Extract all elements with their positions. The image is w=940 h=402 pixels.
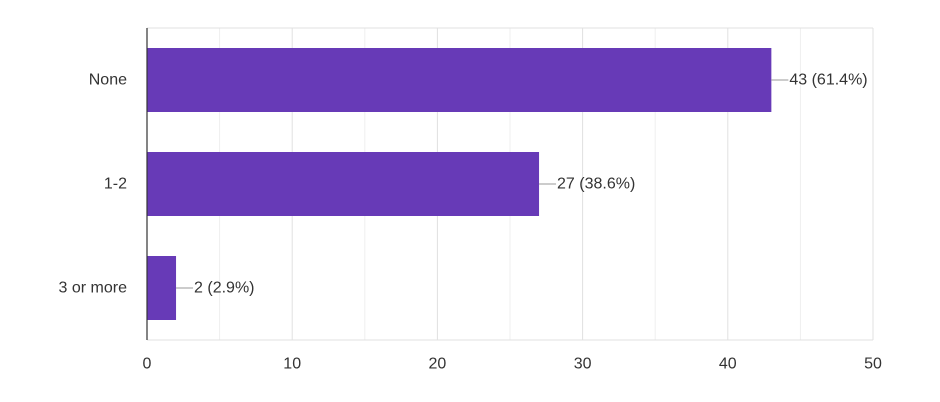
x-tick-label: 20: [429, 356, 447, 373]
category-label: None: [89, 72, 127, 89]
category-label: 3 or more: [59, 280, 128, 297]
value-label: 27 (38.6%): [557, 176, 635, 193]
bar: [147, 152, 540, 216]
x-tick-label: 50: [864, 356, 882, 373]
category-label: 1-2: [104, 176, 127, 193]
x-tick-label: 10: [283, 356, 301, 373]
x-tick-label: 30: [574, 356, 592, 373]
value-label: 43 (61.4%): [789, 72, 867, 89]
x-tick-label: 0: [143, 356, 152, 373]
bar: [147, 48, 772, 112]
value-label: 2 (2.9%): [194, 280, 254, 297]
bar: [147, 256, 177, 320]
x-tick-label: 40: [719, 356, 737, 373]
